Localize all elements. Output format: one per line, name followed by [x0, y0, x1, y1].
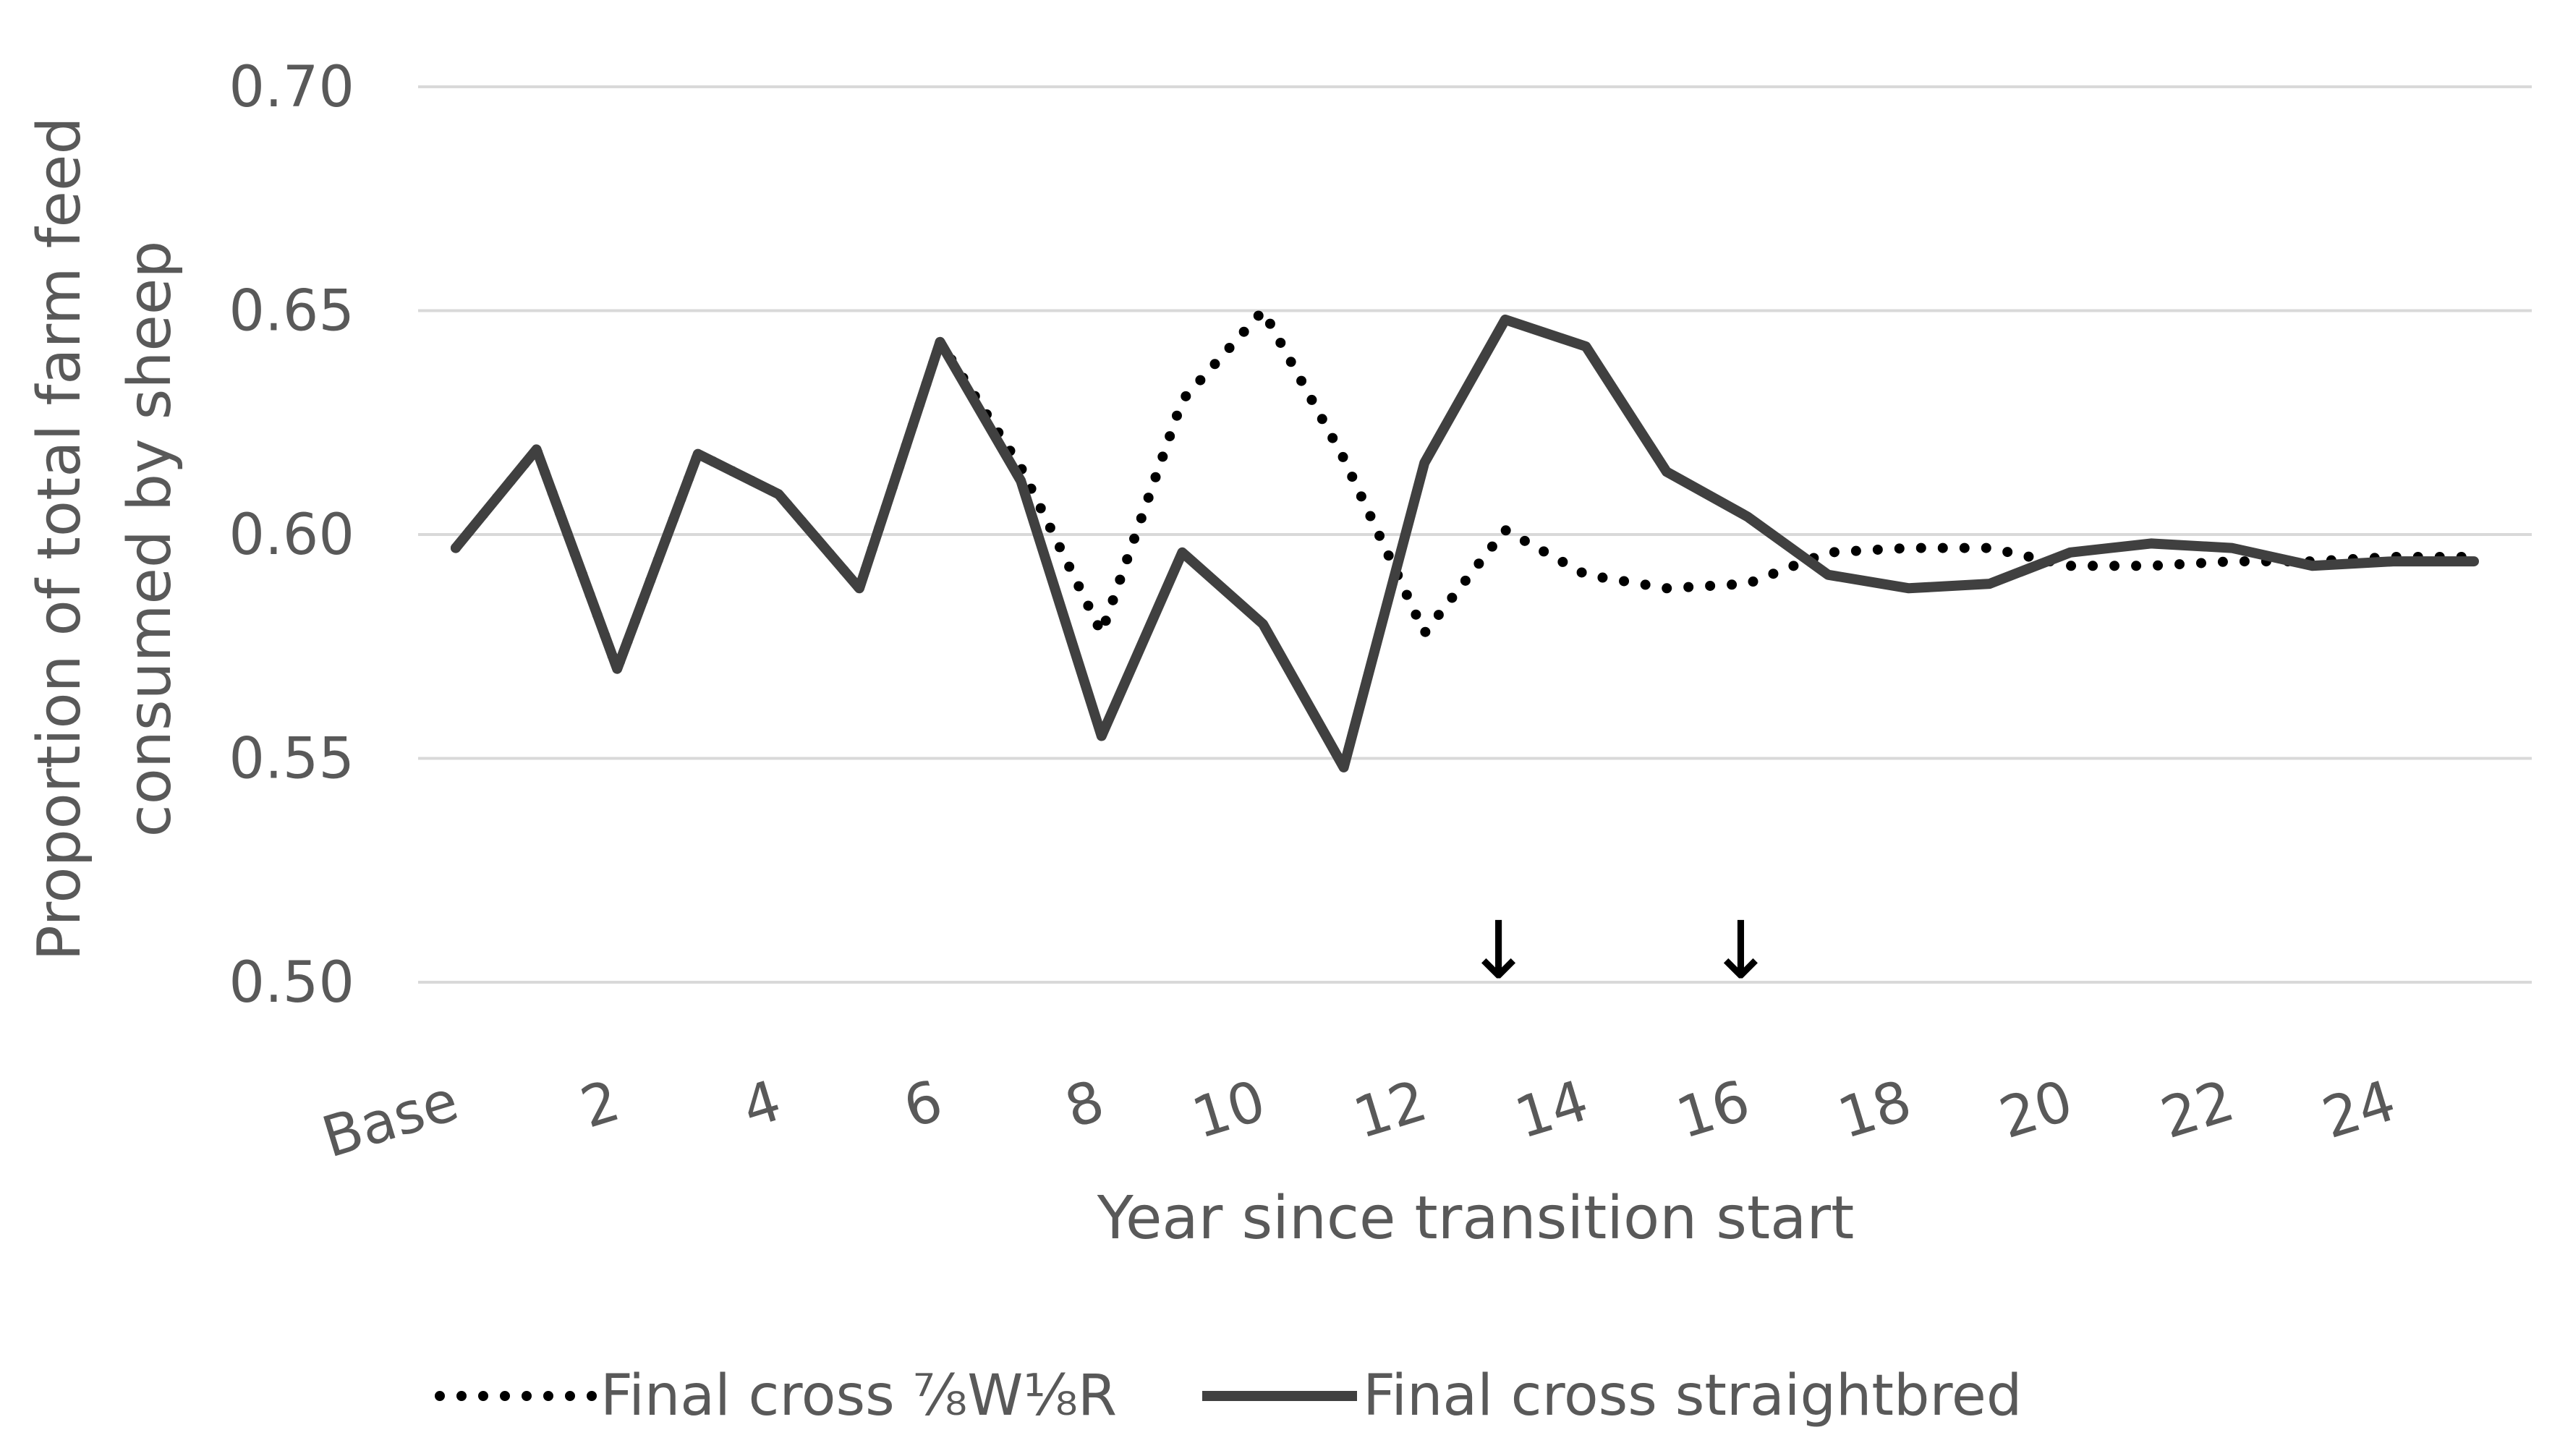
- x-tick-label: Base: [315, 1068, 466, 1171]
- x-tick-label: 24: [2315, 1068, 2403, 1151]
- x-tick-label: 16: [1670, 1068, 1757, 1151]
- legend: Final cross ⅞W⅛R Final cross straightbre…: [434, 1360, 2101, 1432]
- series-lines: [451, 305, 2479, 772]
- series-line-dotted: [451, 305, 2479, 674]
- series-line-solid: [451, 314, 2479, 772]
- legend-label-solid: Final cross straightbred: [1363, 1363, 2023, 1429]
- x-tick-label: 8: [1058, 1068, 1112, 1141]
- down-arrow-icon: ↓: [1466, 904, 1532, 997]
- down-arrow-icon: ↓: [1707, 904, 1774, 997]
- y-tick-label: 0.55: [229, 727, 354, 792]
- legend-item-solid: Final cross straightbred: [1196, 1363, 2022, 1429]
- x-axis-title: Year since transition start: [1097, 1184, 1854, 1253]
- x-tick-label: 4: [735, 1068, 788, 1141]
- y-tick-label: 0.50: [229, 950, 354, 1016]
- y-tick-label: 0.65: [229, 279, 354, 344]
- x-axis-ticks: Base 2 4 6 8 10 12 14 16 18 20 22 24: [315, 1068, 2403, 1171]
- x-tick-label: 14: [1508, 1068, 1596, 1151]
- annotations: ↓ ↓: [1466, 904, 1774, 997]
- x-tick-label: 6: [896, 1068, 950, 1141]
- legend-item-dotted: Final cross ⅞W⅛R: [434, 1363, 1117, 1429]
- x-tick-label: 18: [1831, 1068, 1918, 1151]
- x-tick-label: 20: [1992, 1068, 2080, 1151]
- y-axis-ticks: 0.50 0.55 0.60 0.65 0.70: [229, 55, 354, 1016]
- legend-swatch-solid: [1202, 1391, 1358, 1401]
- legend-label-dotted: Final cross ⅞W⅛R: [600, 1363, 1118, 1429]
- y-axis-title-line-2: consumed by sheep: [116, 241, 184, 838]
- x-tick-label: 2: [574, 1068, 627, 1141]
- x-tick-label: 22: [2154, 1068, 2242, 1151]
- y-axis-title-line-1: Proportion of total farm feed: [25, 117, 94, 961]
- y-tick-label: 0.70: [229, 55, 354, 120]
- axis-titles: Proportion of total farm feed consumed b…: [25, 117, 1854, 1253]
- x-tick-label: 12: [1347, 1068, 1434, 1151]
- legend-swatch-dotted: [435, 1391, 600, 1401]
- y-tick-label: 0.60: [229, 503, 354, 568]
- x-tick-label: 10: [1185, 1068, 1272, 1151]
- gridlines: [418, 85, 2532, 984]
